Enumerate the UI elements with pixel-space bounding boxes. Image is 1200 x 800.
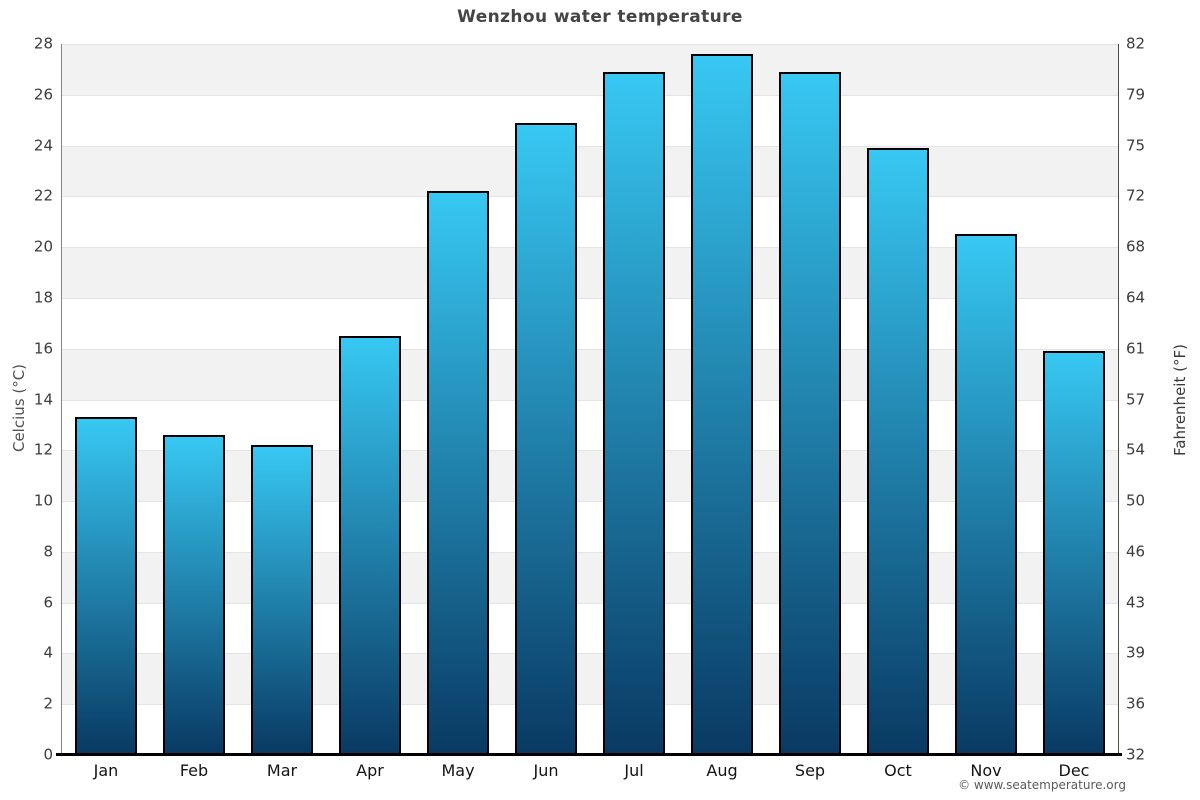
grid-band <box>62 551 1118 604</box>
gridline <box>62 145 1118 147</box>
y-tick-label-fahrenheit: 57 <box>1126 390 1146 408</box>
y-axis-line-left <box>61 44 62 755</box>
bar-jan <box>75 417 137 755</box>
grid-band <box>62 450 1118 502</box>
x-tick-label: Jan <box>93 761 119 780</box>
y-tick-label-fahrenheit: 46 <box>1126 542 1146 561</box>
x-tick-label: Jul <box>624 761 644 780</box>
grid-band <box>62 247 1118 299</box>
grid-band <box>62 704 1118 755</box>
x-tick-label: Mar <box>266 761 298 780</box>
grid-band <box>62 399 1118 451</box>
x-tick-label: Nov <box>970 761 1002 780</box>
y-axis-title-celsius: Celcius (°C) <box>10 363 28 453</box>
y-tick-label-celsius: 6 <box>43 593 53 612</box>
x-tick-label: Sep <box>794 761 826 780</box>
plot-area <box>62 44 1118 755</box>
grid-band <box>62 44 1118 96</box>
grid-band <box>62 297 1118 350</box>
gridline <box>62 348 1118 350</box>
gridline <box>62 196 1118 198</box>
y-tick-label-fahrenheit: 54 <box>1126 440 1146 459</box>
y-tick-label-celsius: 24 <box>33 136 53 155</box>
x-tick-label: Dec <box>1058 761 1090 780</box>
bar-jun <box>515 122 577 755</box>
y-tick-label-fahrenheit: 64 <box>1126 288 1146 307</box>
y-tick-label-celsius: 14 <box>33 390 53 408</box>
x-tick-label: Feb <box>179 761 209 780</box>
gridline <box>62 653 1118 655</box>
y-tick-label-fahrenheit: 82 <box>1126 34 1146 53</box>
gridline <box>62 297 1118 299</box>
y-tick-label-celsius: 20 <box>33 237 53 256</box>
y-tick-label-fahrenheit: 75 <box>1126 136 1146 155</box>
y-tick-label-fahrenheit: 36 <box>1126 694 1146 713</box>
gridline <box>62 247 1118 249</box>
y-tick-label-celsius: 0 <box>43 745 53 764</box>
grid-band <box>62 348 1118 400</box>
gridline <box>62 551 1118 553</box>
bar-sep <box>779 71 841 755</box>
y-tick-label-celsius: 8 <box>43 542 53 561</box>
y-tick-label-celsius: 16 <box>33 339 53 358</box>
y-tick-label-fahrenheit: 32 <box>1126 745 1146 764</box>
grid-band <box>62 501 1118 553</box>
bar-apr <box>339 336 401 755</box>
x-tick-label: May <box>441 761 475 780</box>
grid-band <box>62 196 1118 248</box>
gridline <box>62 501 1118 503</box>
y-tick-label-fahrenheit: 72 <box>1126 186 1146 205</box>
y-tick-label-fahrenheit: 39 <box>1126 643 1146 662</box>
y-tick-label-celsius: 10 <box>33 491 53 510</box>
y-tick-label-celsius: 18 <box>33 288 53 307</box>
y-tick-label-fahrenheit: 79 <box>1126 85 1146 104</box>
grid-band <box>62 94 1118 147</box>
bar-aug <box>691 54 753 755</box>
gridline <box>62 44 1118 45</box>
bar-jul <box>603 71 665 755</box>
x-tick-label: Oct <box>884 761 912 780</box>
copyright-note: © www.seatemperature.org <box>958 778 1126 792</box>
grid-band <box>62 653 1118 705</box>
y-axis-title-fahrenheit: Fahrenheit (°F) <box>1171 344 1189 456</box>
y-tick-label-celsius: 12 <box>33 440 53 459</box>
x-tick-label: Aug <box>706 761 738 780</box>
bar-mar <box>251 445 313 755</box>
y-tick-label-celsius: 26 <box>33 85 53 104</box>
y-tick-label-celsius: 28 <box>33 34 53 53</box>
gridline <box>62 704 1118 706</box>
gridline <box>62 94 1118 96</box>
y-tick-label-celsius: 4 <box>43 643 53 662</box>
y-tick-label-fahrenheit: 43 <box>1126 593 1146 612</box>
chart-title: Wenzhou water temperature <box>457 7 743 27</box>
grid-band <box>62 145 1118 197</box>
bar-dec <box>1043 351 1105 755</box>
y-axis-line-right <box>1118 44 1119 755</box>
bar-may <box>427 191 489 755</box>
x-tick-label: Jun <box>533 761 559 780</box>
bar-oct <box>867 148 929 755</box>
bar-nov <box>955 234 1017 755</box>
y-tick-label-fahrenheit: 50 <box>1126 491 1146 510</box>
gridline <box>62 399 1118 401</box>
y-tick-label-fahrenheit: 61 <box>1126 339 1146 358</box>
bar-feb <box>163 435 225 755</box>
y-tick-label-fahrenheit: 68 <box>1126 237 1146 256</box>
x-tick-label: Apr <box>356 761 384 780</box>
grid-band <box>62 602 1118 654</box>
y-tick-label-celsius: 2 <box>43 694 53 713</box>
x-axis-line <box>56 753 1122 756</box>
gridline <box>62 450 1118 452</box>
gridline <box>62 602 1118 604</box>
y-tick-label-celsius: 22 <box>33 186 53 205</box>
